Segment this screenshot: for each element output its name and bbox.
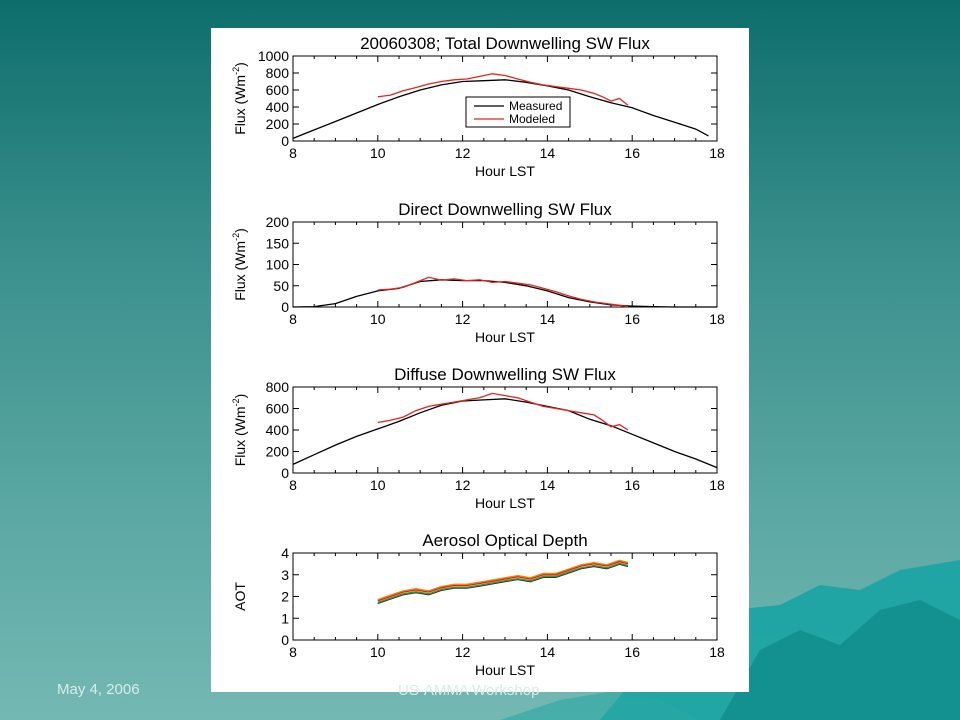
x-tick-label: 18 (709, 477, 725, 493)
y-tick-label: 400 (266, 99, 290, 115)
aot-line-green (377, 562, 629, 604)
series-line (292, 398, 718, 469)
series-line (292, 279, 717, 308)
x-tick-label: 14 (540, 477, 556, 493)
y-tick-label: 800 (266, 379, 290, 395)
x-axis-label: Hour LST (475, 662, 535, 678)
x-axis-label: Hour LST (475, 163, 535, 179)
y-tick-label: 150 (266, 235, 290, 251)
legend-label: Measured (509, 99, 562, 113)
x-tick-label: 8 (289, 145, 297, 161)
plot-frame (292, 221, 718, 308)
x-tick-label: 14 (540, 644, 556, 660)
y-tick-label: 0 (281, 133, 289, 149)
y-axis-label: Flux (Wm-2) (231, 62, 248, 135)
y-axis-label: Flux (Wm-2) (231, 394, 248, 467)
x-tick-label: 16 (624, 477, 640, 493)
y-tick-label: 3 (281, 567, 289, 583)
x-axis-label: Hour LST (475, 495, 535, 511)
legend-box (465, 96, 571, 128)
series-line (377, 276, 629, 308)
x-tick-label: 16 (624, 145, 640, 161)
x-tick-label: 14 (540, 145, 556, 161)
chart-title: Direct Downwelling SW Flux (398, 200, 612, 219)
y-axis-label: AOT (232, 582, 248, 611)
y-tick-label: 1000 (258, 48, 289, 64)
aot-line-orange (377, 559, 629, 601)
y-tick-label: 4 (281, 545, 289, 561)
x-tick-label: 10 (370, 311, 386, 327)
y-tick-label: 600 (266, 82, 290, 98)
y-axis-label: Flux (Wm-2) (231, 228, 248, 301)
x-tick-label: 8 (289, 311, 297, 327)
chart-panel (211, 28, 749, 692)
legend-label: Modeled (509, 112, 555, 126)
footer-date: May 4, 2006 (57, 681, 140, 698)
series-line (292, 79, 709, 140)
x-tick-label: 18 (709, 311, 725, 327)
x-tick-label: 12 (455, 644, 471, 660)
y-tick-label: 1 (281, 610, 289, 626)
x-tick-label: 12 (455, 145, 471, 161)
x-tick-label: 10 (370, 477, 386, 493)
x-tick-label: 12 (455, 477, 471, 493)
x-tick-label: 16 (624, 644, 640, 660)
y-tick-label: 0 (281, 632, 289, 648)
chart-title: Diffuse Downwelling SW Flux (394, 365, 616, 384)
y-tick-label: 2 (281, 589, 289, 605)
x-tick-label: 18 (709, 644, 725, 660)
x-tick-label: 14 (540, 311, 556, 327)
y-tick-label: 0 (281, 465, 289, 481)
plot-frame (292, 552, 718, 641)
aot-line-black (377, 563, 629, 605)
x-tick-label: 18 (709, 145, 725, 161)
x-axis-label: Hour LST (475, 329, 535, 345)
chart-title: Aerosol Optical Depth (422, 531, 587, 550)
y-tick-label: 600 (266, 401, 290, 417)
footer-workshop: US-AMMA Workshop (398, 682, 540, 699)
x-tick-label: 8 (289, 477, 297, 493)
x-tick-label: 12 (455, 311, 471, 327)
x-tick-label: 10 (370, 644, 386, 660)
y-tick-label: 200 (266, 444, 290, 460)
y-tick-label: 400 (266, 422, 290, 438)
y-tick-label: 200 (266, 116, 290, 132)
x-tick-label: 16 (624, 311, 640, 327)
y-tick-label: 0 (281, 299, 289, 315)
y-tick-label: 50 (273, 278, 289, 294)
y-tick-label: 800 (266, 65, 290, 81)
x-tick-label: 10 (370, 145, 386, 161)
series-line (377, 392, 629, 431)
plot-frame (292, 386, 718, 474)
series-line (377, 73, 629, 106)
y-tick-label: 100 (266, 257, 290, 273)
x-tick-label: 8 (289, 644, 297, 660)
y-tick-label: 200 (266, 214, 290, 230)
chart-title: 20060308; Total Downwelling SW Flux (360, 34, 650, 53)
series-line (377, 561, 629, 602)
